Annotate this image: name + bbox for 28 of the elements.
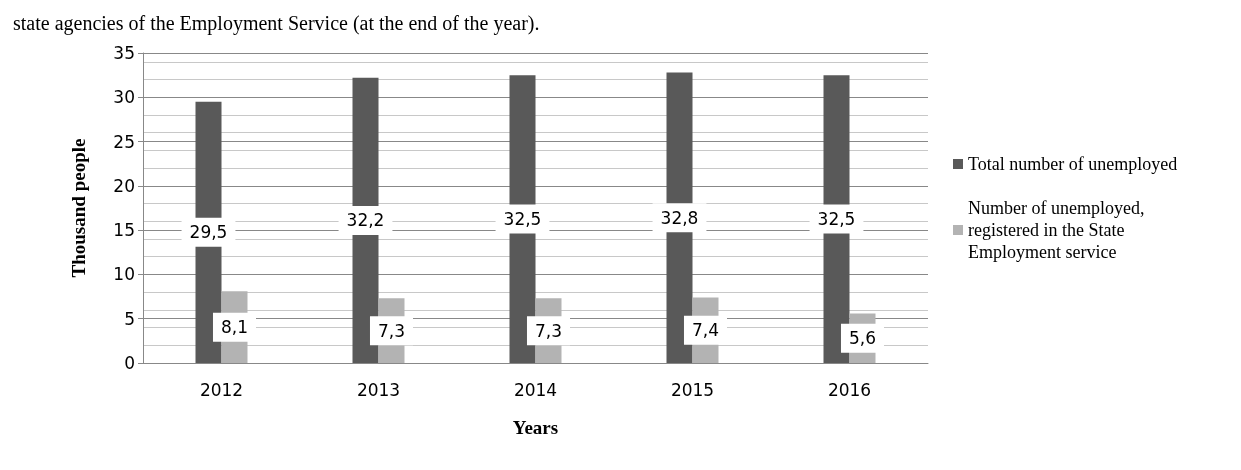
x-tick-label: 2015 xyxy=(670,379,715,400)
y-tick-label: 25 xyxy=(113,131,135,152)
x-axis-title: Years xyxy=(512,417,559,438)
data-label: 32,8 xyxy=(660,207,699,228)
data-label: 32,5 xyxy=(817,209,856,230)
y-tick-label: 5 xyxy=(124,308,135,329)
data-label: 7,4 xyxy=(691,320,720,341)
x-tick-label: 2012 xyxy=(199,379,244,400)
chart-title: state agencies of the Employment Service (at the end of the year). xyxy=(13,12,540,35)
x-tick-label: 2014 xyxy=(513,379,558,400)
y-axis-title: Thousand people xyxy=(68,138,89,278)
data-label: 7,3 xyxy=(377,320,406,341)
y-tick-label: 20 xyxy=(113,175,135,196)
x-tick-label: 2013 xyxy=(356,379,401,400)
y-tick-label: 15 xyxy=(113,220,135,241)
legend-label: Number of unemployed, registered in the State Employment service xyxy=(968,198,1145,262)
data-label: 5,6 xyxy=(848,328,877,349)
data-label: 32,2 xyxy=(346,210,385,231)
y-tick-label: 0 xyxy=(124,353,135,373)
data-label: 32,5 xyxy=(503,209,542,230)
data-label: 29,5 xyxy=(189,222,228,243)
y-tick-label: 10 xyxy=(113,264,135,285)
y-tick-label: 35 xyxy=(113,43,135,63)
data-label: 8,1 xyxy=(220,317,249,338)
data-label: 7,3 xyxy=(534,320,563,341)
x-tick-label: 2016 xyxy=(827,379,872,400)
y-tick-label: 30 xyxy=(113,87,135,108)
legend-label: Total number of unemployed xyxy=(968,154,1178,174)
